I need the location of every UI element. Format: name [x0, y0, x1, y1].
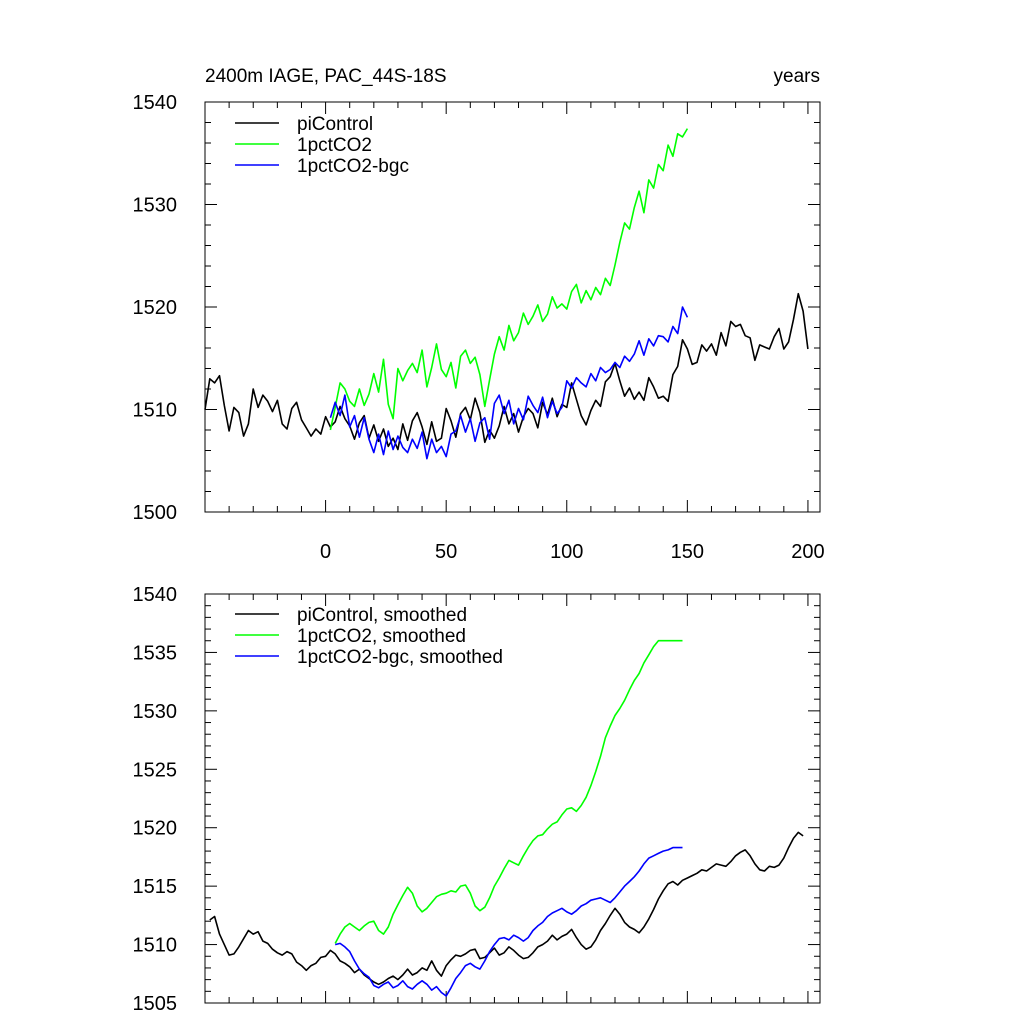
legend-label: piControl — [297, 114, 373, 135]
legend-label: 1pctCO2, smoothed — [297, 626, 466, 647]
plot-frame — [204, 593, 821, 1004]
series-line-2 — [334, 639, 683, 944]
y-tick-label: 1515 — [133, 876, 178, 898]
y-tick-label: 1540 — [133, 92, 178, 114]
chart-panel-1: 1500 1510 1520 1530 1540 0 50 100 150 200 2400m IA… — [133, 66, 825, 563]
legend-label: piControl, smoothed — [297, 605, 467, 626]
y-tick-label: 1540 — [133, 584, 178, 606]
series-line-3 — [335, 846, 683, 997]
y-tick-label: 1510 — [133, 935, 178, 957]
x-tick-label: 150 — [671, 541, 704, 563]
legend-label: 1pctCO2 — [297, 135, 372, 156]
x-tick-label: 100 — [550, 541, 583, 563]
series-line-1 — [209, 831, 804, 986]
x-tick-label: 200 — [791, 541, 824, 563]
y-tick-label: 1500 — [133, 502, 178, 524]
legend-label: 1pctCO2-bgc, smoothed — [297, 647, 503, 668]
y-tick-label: 1535 — [133, 642, 178, 664]
y-tick-label: 1525 — [133, 759, 178, 781]
x-axis-label: years — [774, 66, 820, 87]
chart-panel-2: 1505 1510 1515 1520 1525 1530 1535 1540 piContro… — [133, 584, 821, 1015]
x-tick-label: 50 — [435, 541, 457, 563]
series-line-2 — [329, 128, 689, 431]
series-line-3 — [329, 306, 689, 460]
y-tick-label: 1505 — [133, 993, 178, 1015]
chart-title: 2400m IAGE, PAC_44S-18S — [205, 66, 447, 87]
x-tick-label: 0 — [320, 541, 331, 563]
legend-label: 1pctCO2-bgc — [297, 156, 409, 177]
series-line-1 — [204, 292, 809, 451]
y-tick-label: 1530 — [133, 195, 178, 217]
y-tick-label: 1530 — [133, 701, 178, 723]
y-tick-label: 1510 — [133, 400, 178, 422]
y-tick-label: 1520 — [133, 297, 178, 319]
y-tick-label: 1520 — [133, 818, 178, 840]
